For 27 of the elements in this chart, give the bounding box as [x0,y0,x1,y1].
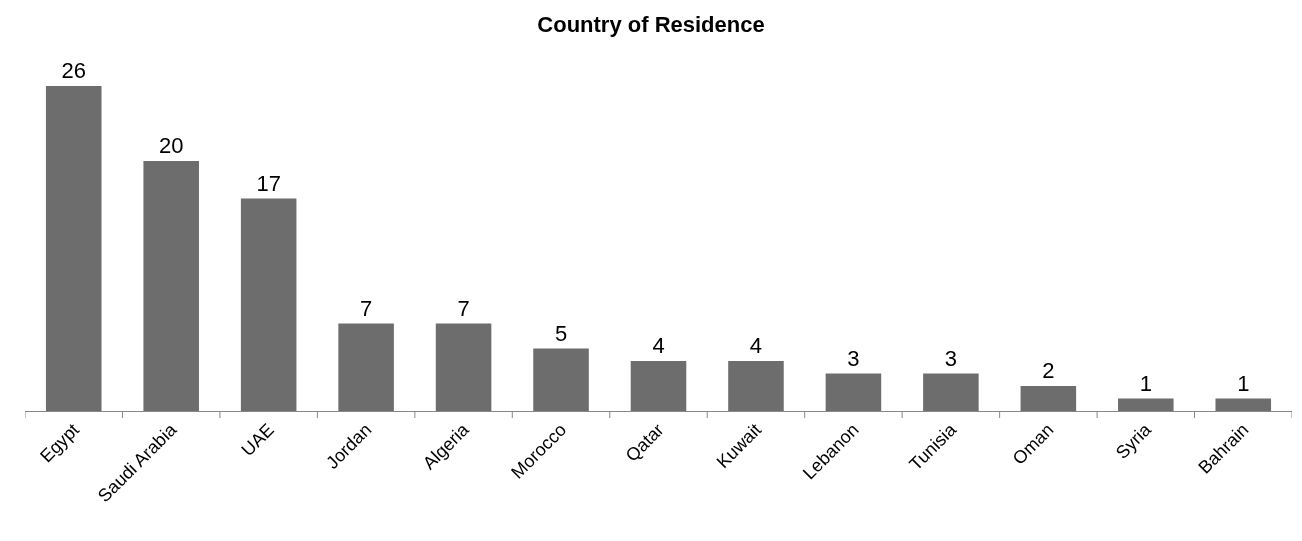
bar [45,86,102,411]
data-label: 1 [1139,370,1152,396]
chart-title: Country of Residence [537,11,765,37]
data-label: 7 [457,295,470,321]
bar [533,348,589,411]
bar [338,323,394,411]
bar [435,323,492,411]
bar [923,373,979,411]
bar [1118,398,1174,411]
data-label: 1 [1237,370,1250,396]
bar [1215,398,1272,411]
bar [1020,386,1077,411]
data-label: 2 [1042,358,1055,383]
bar [630,361,687,411]
data-label: 17 [256,170,281,196]
data-label: 3 [944,345,958,371]
data-label: 20 [158,133,184,158]
bar [240,198,297,411]
bar [143,161,199,411]
data-label: 4 [652,333,665,358]
bar [728,361,784,411]
data-label: 26 [61,58,86,83]
data-label: 7 [359,295,373,321]
data-label: 5 [554,320,568,346]
bar [825,373,882,411]
data-label: 3 [847,345,860,371]
data-label: 4 [749,333,763,358]
